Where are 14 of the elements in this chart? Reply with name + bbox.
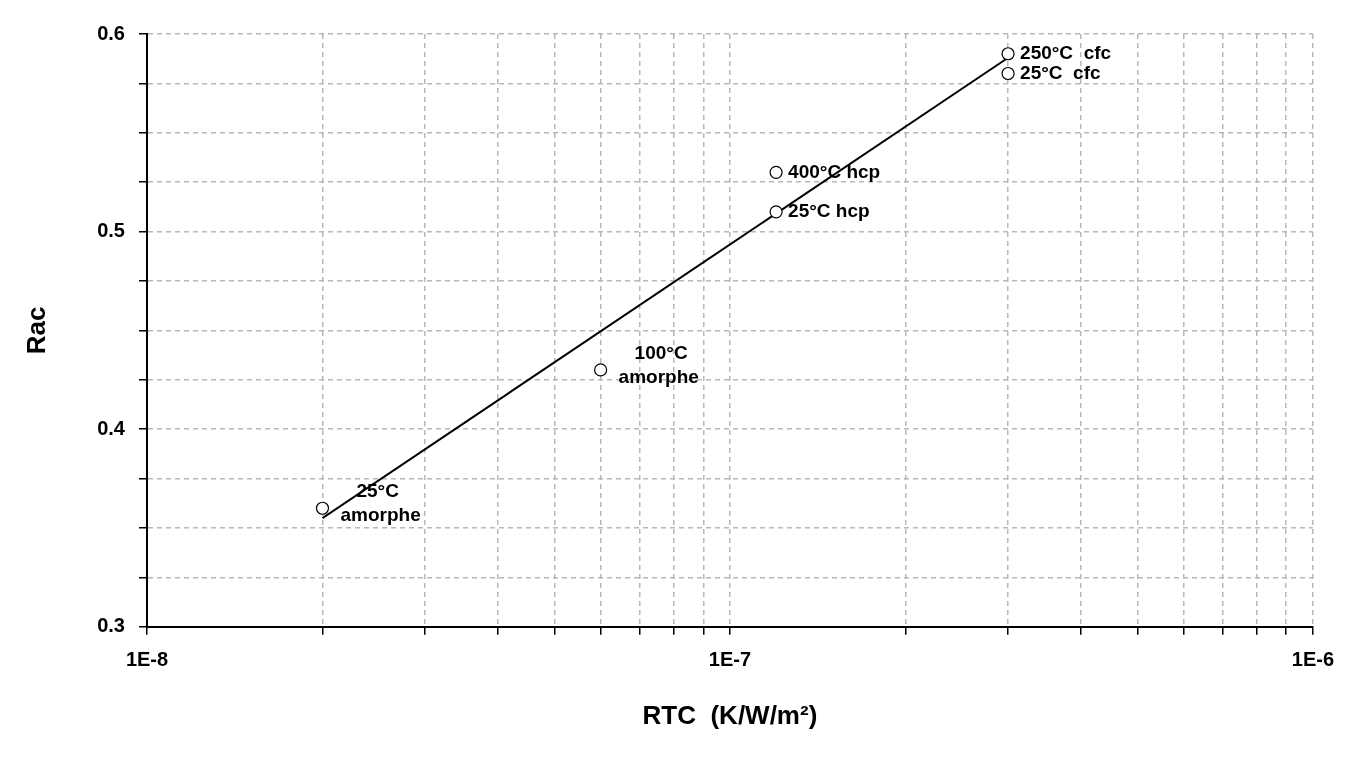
annotation: 100°C amorphe <box>618 342 699 388</box>
annotation: 400°C hcp <box>788 160 881 182</box>
annotation: 25°C cfc <box>1020 61 1101 83</box>
y-tick-label: 0.5 <box>97 219 125 242</box>
y-tick-label: 0.4 <box>97 416 126 439</box>
y-axis-title: Rac <box>20 306 51 355</box>
x-tick-label: 1E-7 <box>708 648 752 671</box>
x-tick-label: 1E-6 <box>1291 648 1334 671</box>
annotation: 25°C hcp <box>788 200 870 222</box>
x-tick-label: 1E-8 <box>125 648 169 671</box>
annotation: 250°C cfc <box>1020 41 1112 63</box>
y-tick-label: 0.6 <box>97 21 125 44</box>
x-axis-title: RTC (K/W/m²) <box>642 699 818 730</box>
y-tick-label: 0.3 <box>97 614 125 637</box>
